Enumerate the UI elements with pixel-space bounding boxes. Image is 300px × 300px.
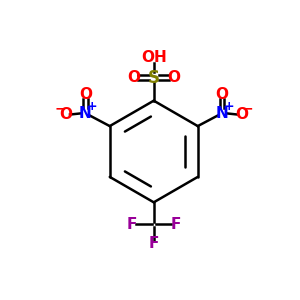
Text: OH: OH (141, 50, 167, 65)
Text: +: + (223, 100, 234, 113)
Text: +: + (87, 100, 97, 113)
Text: O: O (128, 70, 141, 85)
Text: O: O (79, 87, 92, 102)
Text: O: O (59, 107, 72, 122)
Text: O: O (235, 107, 248, 122)
Text: −: − (242, 102, 253, 116)
Text: S: S (148, 69, 160, 87)
Text: O: O (167, 70, 180, 85)
Text: −: − (54, 102, 66, 116)
Text: O: O (215, 87, 229, 102)
Text: F: F (170, 217, 181, 232)
Text: F: F (148, 236, 159, 251)
Text: N: N (79, 106, 92, 121)
Text: N: N (216, 106, 228, 121)
Text: F: F (127, 217, 137, 232)
